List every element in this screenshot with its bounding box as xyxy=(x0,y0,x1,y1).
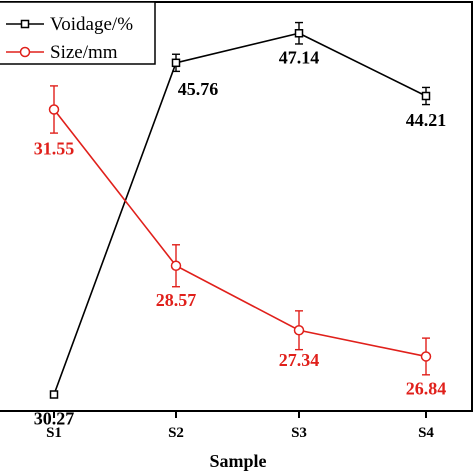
x-axis-title: Sample xyxy=(209,451,266,471)
data-point-square xyxy=(49,390,59,399)
data-point-square xyxy=(294,29,304,38)
data-label: 31.55 xyxy=(34,138,75,158)
legend-marker-circle xyxy=(19,46,31,58)
x-tick-label: S2 xyxy=(168,425,184,441)
x-tick-label: S4 xyxy=(418,425,434,441)
legend-label: Voidage/% xyxy=(50,14,133,35)
data-point-circle xyxy=(48,104,60,115)
data-label: 26.84 xyxy=(406,378,447,398)
data-label: 45.76 xyxy=(178,79,219,99)
plot-frame xyxy=(0,1,473,412)
x-tick-label: S3 xyxy=(291,425,307,441)
series-line-2 xyxy=(53,109,427,358)
data-point-circle xyxy=(170,260,182,272)
x-tick-label: S1 xyxy=(46,425,62,441)
data-point-circle xyxy=(293,324,305,336)
data-label: 47.14 xyxy=(279,47,320,67)
data-label: 30.27 xyxy=(34,409,75,429)
data-point-square xyxy=(171,58,181,68)
data-point-square xyxy=(421,91,431,101)
legend-label: Size/mm xyxy=(50,42,118,63)
data-label: 44.21 xyxy=(406,110,447,130)
data-point-circle xyxy=(420,351,432,362)
data-label: 27.34 xyxy=(279,350,320,370)
series-line-1 xyxy=(53,32,427,395)
data-label: 28.57 xyxy=(156,290,197,310)
legend-marker-square xyxy=(20,19,30,29)
